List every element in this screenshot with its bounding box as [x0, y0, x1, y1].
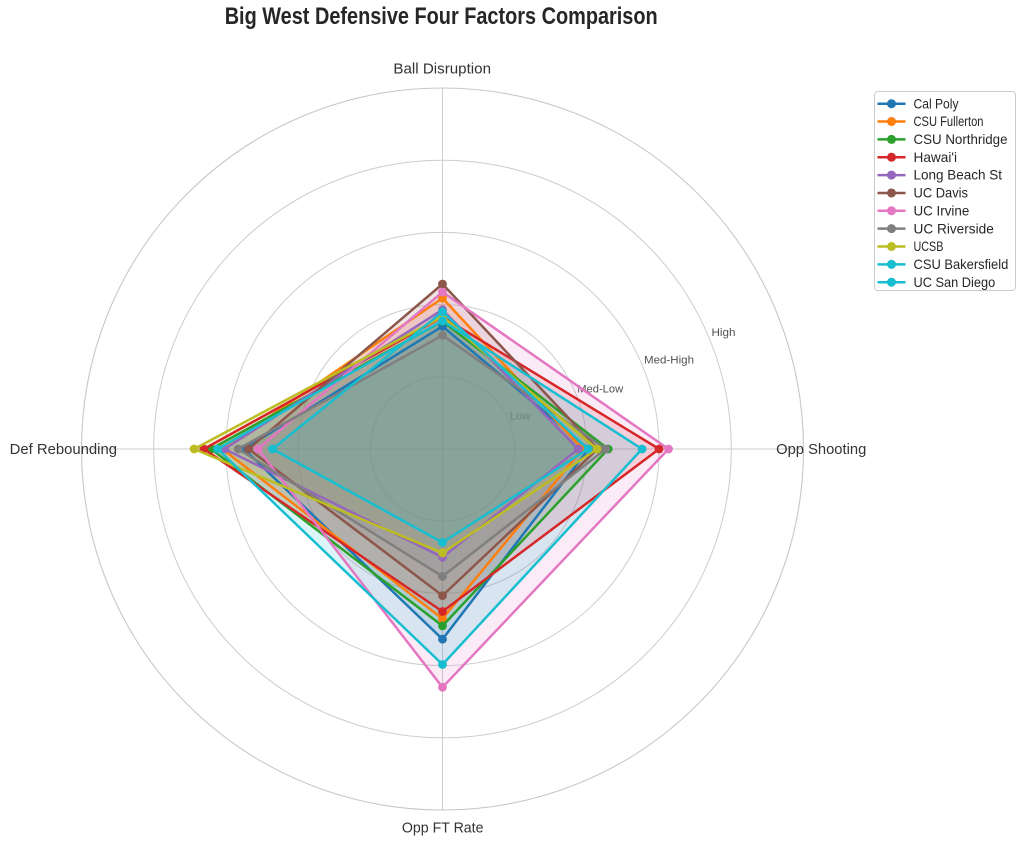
svg-text:High: High	[712, 327, 736, 339]
svg-text:UC San Diego: UC San Diego	[914, 275, 996, 290]
svg-text:UC Irvine: UC Irvine	[914, 203, 970, 218]
svg-text:CSU Fullerton: CSU Fullerton	[914, 114, 984, 129]
svg-text:Opp FT Rate: Opp FT Rate	[402, 820, 484, 837]
svg-text:Hawai'i: Hawai'i	[914, 150, 958, 165]
svg-text:Opp Shooting: Opp Shooting	[776, 441, 866, 458]
svg-text:Big West Defensive Four Factor: Big West Defensive Four Factors Comparis…	[225, 3, 658, 30]
svg-text:CSU Bakersfield: CSU Bakersfield	[914, 257, 1009, 272]
svg-text:UC Riverside: UC Riverside	[914, 221, 994, 236]
svg-text:Long Beach St: Long Beach St	[914, 168, 1003, 183]
svg-text:Med-High: Med-High	[644, 355, 694, 367]
svg-text:UC Davis: UC Davis	[914, 186, 969, 201]
svg-text:UCSB: UCSB	[914, 239, 944, 254]
svg-text:Ball Disruption: Ball Disruption	[393, 60, 491, 77]
svg-text:Cal Poly: Cal Poly	[914, 96, 959, 111]
svg-text:CSU Northridge: CSU Northridge	[914, 132, 1008, 147]
svg-text:Def Rebounding: Def Rebounding	[10, 441, 117, 458]
svg-text:Low: Low	[510, 410, 532, 422]
